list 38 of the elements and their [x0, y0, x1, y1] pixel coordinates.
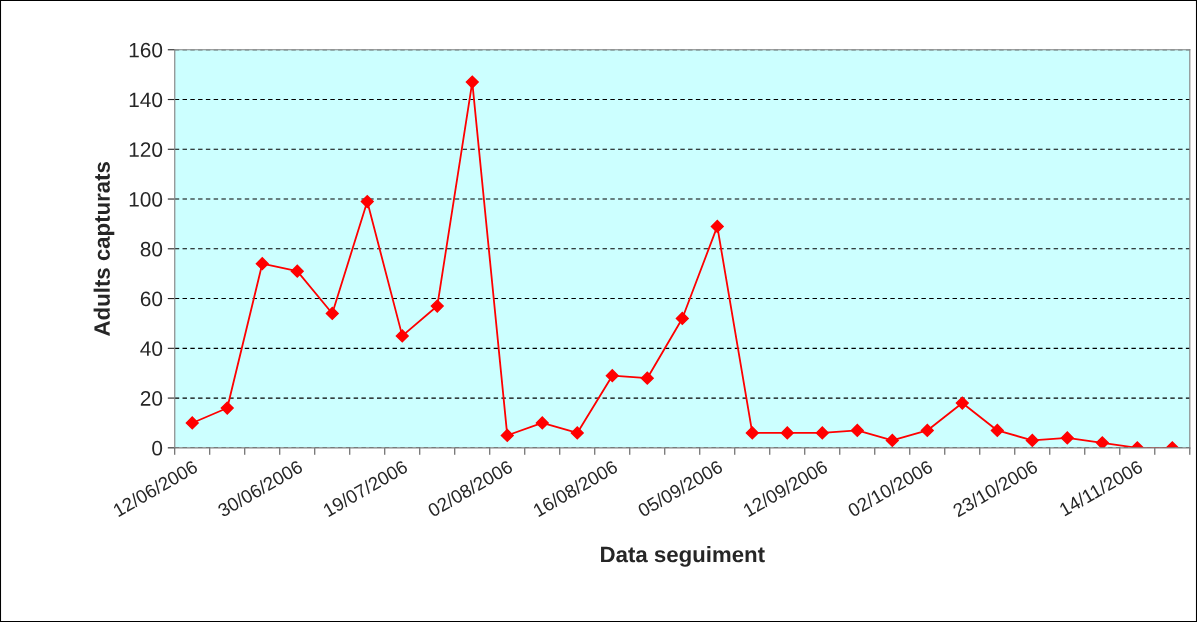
point — [535, 416, 549, 430]
point — [220, 401, 234, 415]
point — [185, 416, 199, 430]
point — [780, 426, 794, 440]
point — [745, 426, 759, 440]
y-tick-label: 100 — [129, 192, 163, 207]
y-tick-label: 80 — [140, 241, 163, 257]
point — [675, 311, 689, 326]
point — [1060, 431, 1074, 445]
point — [290, 264, 304, 278]
point — [850, 423, 864, 438]
y-tick-label: 20 — [140, 391, 163, 406]
point — [955, 396, 969, 410]
point — [570, 426, 584, 440]
point — [1025, 433, 1039, 447]
y-tick-label: 120 — [129, 142, 163, 158]
point — [1095, 436, 1109, 448]
y-tick-label: 160 — [129, 42, 163, 58]
y-tick-label: 40 — [140, 341, 163, 357]
point — [430, 299, 444, 313]
point — [465, 75, 479, 89]
point — [360, 194, 374, 209]
point — [815, 426, 829, 440]
point — [605, 369, 619, 383]
point — [990, 423, 1004, 438]
point — [325, 306, 339, 321]
point — [920, 423, 934, 438]
y-tick-label: 60 — [140, 291, 163, 307]
x-axis-title: Data seguiment — [601, 546, 765, 567]
point — [640, 371, 654, 385]
y-tick-label: 0 — [152, 440, 163, 456]
point — [255, 257, 269, 271]
point — [395, 329, 409, 343]
y-axis-title: Adults capturats — [93, 162, 115, 336]
y-tick-label: 140 — [129, 92, 163, 108]
point — [885, 433, 899, 447]
point — [710, 219, 724, 233]
point — [500, 428, 514, 442]
